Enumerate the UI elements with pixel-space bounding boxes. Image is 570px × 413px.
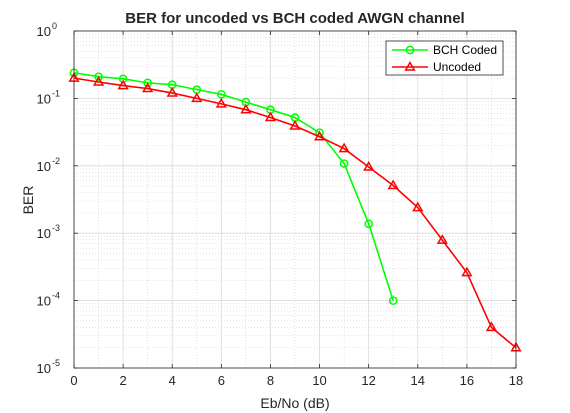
y-tick-label-exponent: -3 (52, 223, 60, 233)
y-axis-label: BER (20, 186, 36, 215)
data-point-0 (364, 219, 374, 229)
y-tick-label: 10 (37, 91, 51, 106)
data-point-0 (388, 296, 398, 305)
y-tick-label-exponent: -2 (52, 156, 60, 166)
data-point-1 (436, 234, 448, 244)
data-point-1 (387, 179, 399, 190)
x-tick-label: 8 (267, 373, 274, 388)
data-point-0 (339, 159, 349, 168)
data-point-1 (166, 87, 178, 97)
y-tick-label: 10 (37, 226, 51, 241)
data-point-1 (412, 201, 424, 212)
data-point-1 (191, 92, 203, 103)
legend-box (385, 40, 504, 76)
y-tick-label-exponent: -4 (52, 291, 60, 301)
data-point-1 (313, 130, 326, 141)
y-tick-label: 10 (37, 361, 51, 376)
x-tick-label: 0 (70, 373, 77, 388)
legend-marker-bch-coded (405, 45, 415, 55)
x-axis-label: Eb/No (dB) (260, 395, 329, 411)
data-point-1 (264, 111, 277, 122)
y-tick-label: 10 (37, 159, 51, 174)
data-point-1 (240, 103, 252, 114)
data-point-1 (485, 321, 498, 332)
data-point-0 (94, 72, 103, 82)
series-line-1 (73, 77, 517, 349)
data-point-1 (461, 266, 473, 277)
data-point-1 (363, 160, 375, 171)
minor-grid (74, 31, 516, 368)
y-tick-label: 10 (37, 24, 51, 39)
data-point-1 (338, 142, 350, 153)
series-layer (68, 68, 522, 352)
legend-marker-uncoded (404, 60, 416, 71)
x-tick-label: 14 (411, 373, 425, 388)
x-tick-label: 2 (119, 373, 126, 388)
x-tick-label: 16 (460, 373, 474, 388)
y-tick-label: 10 (37, 294, 51, 309)
data-point-1 (215, 97, 227, 108)
axes-box (73, 30, 517, 369)
x-tick-label: 10 (312, 373, 326, 388)
data-point-1 (92, 76, 105, 86)
data-point-1 (289, 119, 301, 130)
x-tick-label: 4 (169, 373, 176, 388)
legend-label-bch-coded: BCH Coded (433, 43, 497, 57)
chart-title: BER for uncoded vs BCH coded AWGN channe… (125, 10, 464, 27)
y-tick-label-exponent: 0 (52, 21, 57, 31)
data-point-1 (117, 79, 129, 90)
data-point-0 (143, 78, 153, 88)
legend-label-uncoded: Uncoded (433, 60, 481, 74)
legend: BCH Coded Uncoded (385, 40, 504, 76)
data-point-1 (142, 82, 154, 93)
y-tick-label-exponent: -5 (52, 358, 60, 368)
x-tick-label: 18 (509, 373, 523, 388)
x-tick-label: 12 (361, 373, 375, 388)
x-tick-label: 6 (218, 373, 225, 388)
y-tick-label-exponent: -1 (52, 88, 60, 98)
